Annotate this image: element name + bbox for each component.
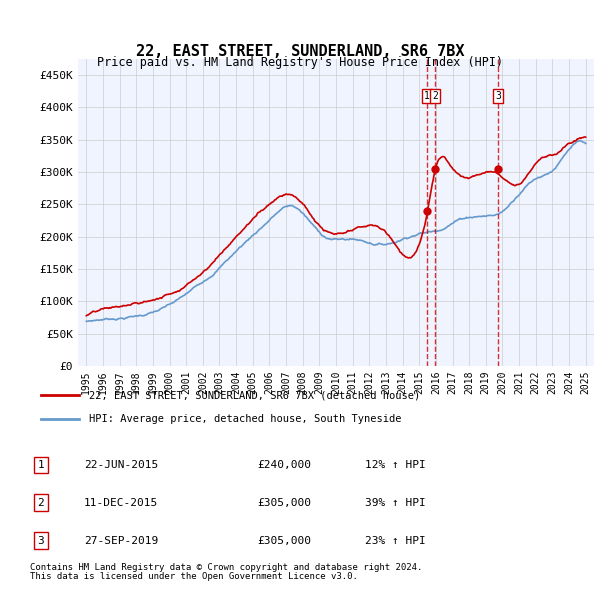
Text: 2: 2	[432, 91, 438, 101]
Text: 22-JUN-2015: 22-JUN-2015	[84, 460, 158, 470]
Text: 22, EAST STREET, SUNDERLAND, SR6 7BX (detached house): 22, EAST STREET, SUNDERLAND, SR6 7BX (de…	[89, 391, 421, 401]
Text: 12% ↑ HPI: 12% ↑ HPI	[365, 460, 425, 470]
Text: HPI: Average price, detached house, South Tyneside: HPI: Average price, detached house, Sout…	[89, 414, 402, 424]
Text: 27-SEP-2019: 27-SEP-2019	[84, 536, 158, 546]
Text: 39% ↑ HPI: 39% ↑ HPI	[365, 498, 425, 508]
Text: £305,000: £305,000	[257, 498, 311, 508]
Text: 3: 3	[495, 91, 501, 101]
Text: 1: 1	[37, 460, 44, 470]
Text: Contains HM Land Registry data © Crown copyright and database right 2024.: Contains HM Land Registry data © Crown c…	[30, 563, 422, 572]
Text: 22, EAST STREET, SUNDERLAND, SR6 7BX: 22, EAST STREET, SUNDERLAND, SR6 7BX	[136, 44, 464, 59]
Text: 1: 1	[424, 91, 430, 101]
Text: £305,000: £305,000	[257, 536, 311, 546]
Text: Price paid vs. HM Land Registry's House Price Index (HPI): Price paid vs. HM Land Registry's House …	[97, 56, 503, 69]
Text: 11-DEC-2015: 11-DEC-2015	[84, 498, 158, 508]
Text: This data is licensed under the Open Government Licence v3.0.: This data is licensed under the Open Gov…	[30, 572, 358, 581]
Text: 23% ↑ HPI: 23% ↑ HPI	[365, 536, 425, 546]
Text: 2: 2	[37, 498, 44, 508]
Text: 3: 3	[37, 536, 44, 546]
Text: £240,000: £240,000	[257, 460, 311, 470]
